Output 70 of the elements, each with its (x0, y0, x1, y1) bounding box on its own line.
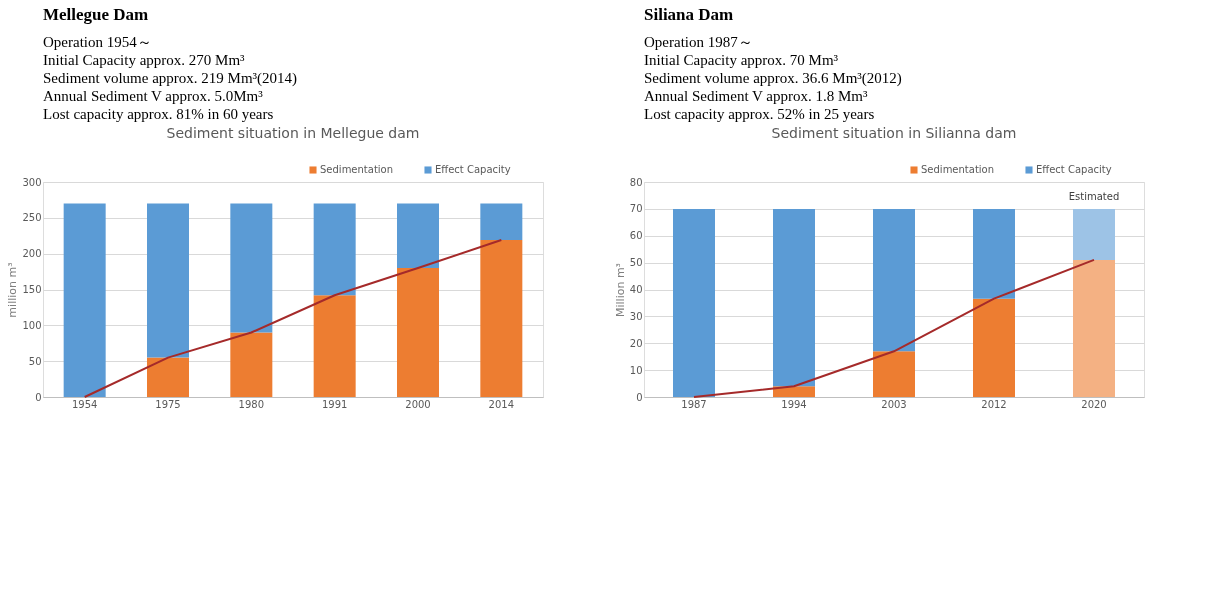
bar (873, 351, 915, 397)
x-tick-label: 1987 (681, 398, 707, 410)
bar (873, 208, 915, 352)
chart-subtitle: Sediment situation in Mellegue dam (166, 125, 420, 141)
x-tick-label: 1980 (238, 398, 265, 410)
bar (313, 295, 356, 397)
y-tick-label: 200 (22, 248, 42, 260)
chart-title: Mellegue Dam (43, 5, 149, 24)
text: Lost capacity approx. 81% in 60 years (43, 106, 274, 122)
annotation: Estimated (1068, 190, 1120, 202)
bar (147, 203, 189, 358)
line-series (83, 239, 503, 398)
bar (1073, 208, 1115, 260)
x-tick-label: 2012 (981, 398, 1007, 410)
y-axis-title: million m³ (6, 262, 20, 318)
y-tick-label: 0 (35, 391, 42, 403)
x-tick-label: 1994 (781, 398, 807, 410)
y-tick-label: 150 (22, 284, 42, 295)
x-tick-label: 1991 (321, 398, 348, 410)
x-tick-label: 1975 (155, 398, 181, 410)
text: Initial Capacity approx. 70 Mm³ (644, 52, 839, 68)
y-tick-label: 30 (629, 310, 643, 322)
y-tick-label: 0 (636, 391, 643, 403)
bar (673, 208, 715, 397)
bar (230, 203, 273, 333)
legend-label: Effect Capacity (435, 164, 511, 175)
bar (973, 298, 1015, 397)
y-tick-label: 50 (28, 355, 42, 367)
legend-label: Sedimentation (921, 164, 995, 175)
bar (773, 208, 815, 387)
bar (397, 268, 439, 397)
y-axis-title: Million m³ (613, 262, 627, 318)
bar (480, 203, 523, 241)
text: Initial Capacity approx. 270 Mm³ (43, 52, 246, 68)
y-tick-label: 10 (629, 364, 643, 376)
x-tick-label: 2003 (881, 398, 907, 410)
text: Annual Sediment V approx. 5.0Mm³ (43, 88, 264, 104)
bar (973, 208, 1015, 299)
bar (313, 203, 356, 296)
bar (397, 203, 439, 268)
text: Sediment volume approx. 219 Mm³(2014) (43, 70, 298, 87)
y-tick-label: 50 (629, 257, 643, 269)
x-tick-label: 2020 (1081, 398, 1107, 410)
y-tick-label: 100 (22, 319, 42, 331)
legend-label: Sedimentation (320, 164, 394, 175)
x-tick-label: 1954 (71, 398, 98, 410)
bar (480, 240, 523, 397)
y-tick-label: 40 (629, 284, 643, 295)
text: Operation 1987～ (644, 34, 753, 50)
y-tick-label: 70 (629, 203, 643, 215)
y-tick-label: 250 (22, 212, 42, 224)
bar (1073, 259, 1115, 397)
bar (230, 332, 273, 397)
chart-title: Siliana Dam (644, 5, 734, 24)
text: Lost capacity approx. 52% in 25 years (644, 106, 875, 122)
x-tick-label: 2000 (405, 398, 431, 410)
bar (147, 357, 189, 397)
line-series (693, 258, 1095, 398)
y-tick-label: 20 (629, 337, 643, 349)
y-tick-label: 300 (22, 176, 42, 188)
chart-subtitle: Sediment situation in Silianna dam (771, 125, 1017, 141)
text: Annual Sediment V approx. 1.8 Mm³ (644, 88, 869, 104)
bar (773, 386, 815, 397)
x-tick-label: 2014 (488, 398, 515, 410)
bar (63, 203, 106, 397)
y-tick-label: 60 (629, 230, 643, 242)
y-tick-label: 80 (629, 176, 643, 188)
text: Operation 1954～ (43, 34, 152, 50)
legend-label: Effect Capacity (1036, 164, 1112, 175)
text: Sediment volume approx. 36.6 Mm³(2012) (644, 70, 902, 87)
